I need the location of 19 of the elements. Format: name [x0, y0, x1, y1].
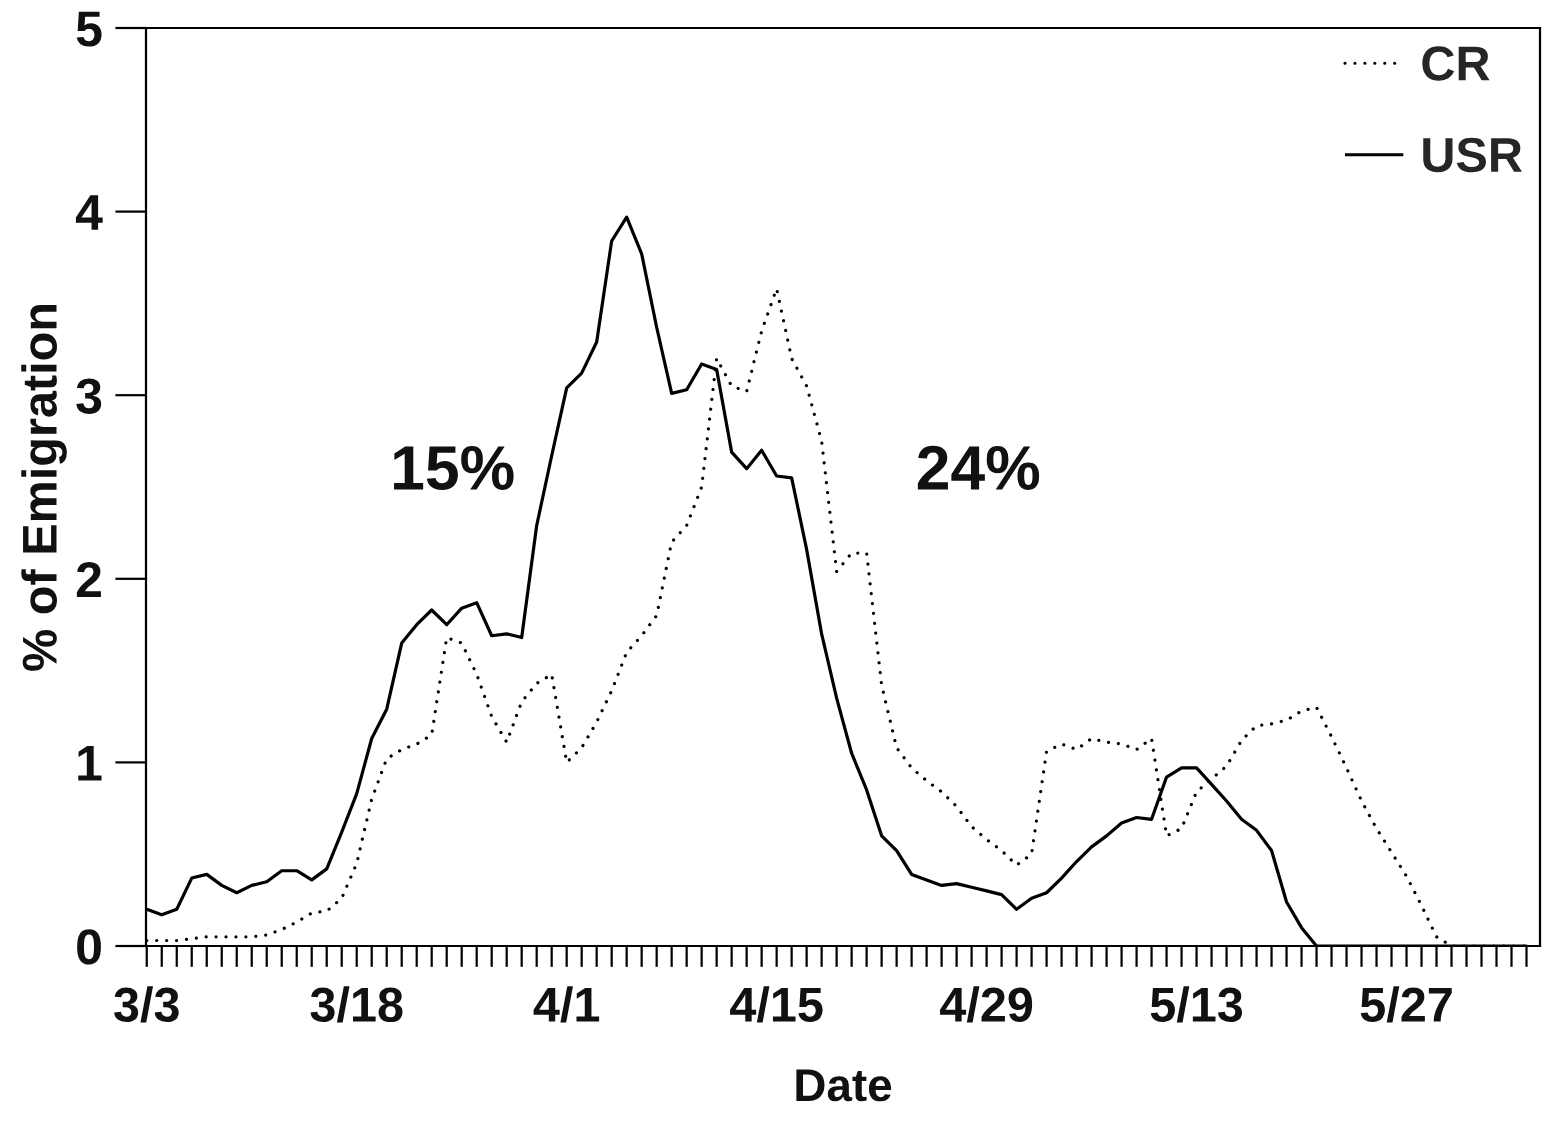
x-tick-label: 4/29: [940, 986, 1033, 1023]
legend-label: USR: [1423, 137, 1522, 173]
x-tick-label: 5/27: [1360, 986, 1452, 1023]
annotation: 15%: [394, 445, 514, 491]
annotation: 24%: [917, 445, 1040, 490]
legend-label: CR: [1422, 46, 1490, 81]
x-tick-label: 4/15: [730, 986, 823, 1023]
y-tick-label: 4: [75, 195, 103, 230]
y-axis-title: % of Emigration: [21, 305, 67, 671]
x-tick-label: 5/13: [1150, 986, 1243, 1023]
x-tick-label: 3/18: [310, 986, 403, 1023]
y-tick-label: 0: [77, 929, 101, 965]
y-tick-label: 5: [76, 11, 102, 47]
x-axis-title: Date: [796, 1069, 892, 1102]
y-tick-label: 2: [76, 562, 101, 597]
x-tick-label: 4/1: [533, 986, 600, 1023]
y-tick-label: 1: [78, 746, 102, 781]
y-tick-label: 3: [76, 378, 102, 414]
x-tick-label: 3/3: [114, 986, 179, 1023]
